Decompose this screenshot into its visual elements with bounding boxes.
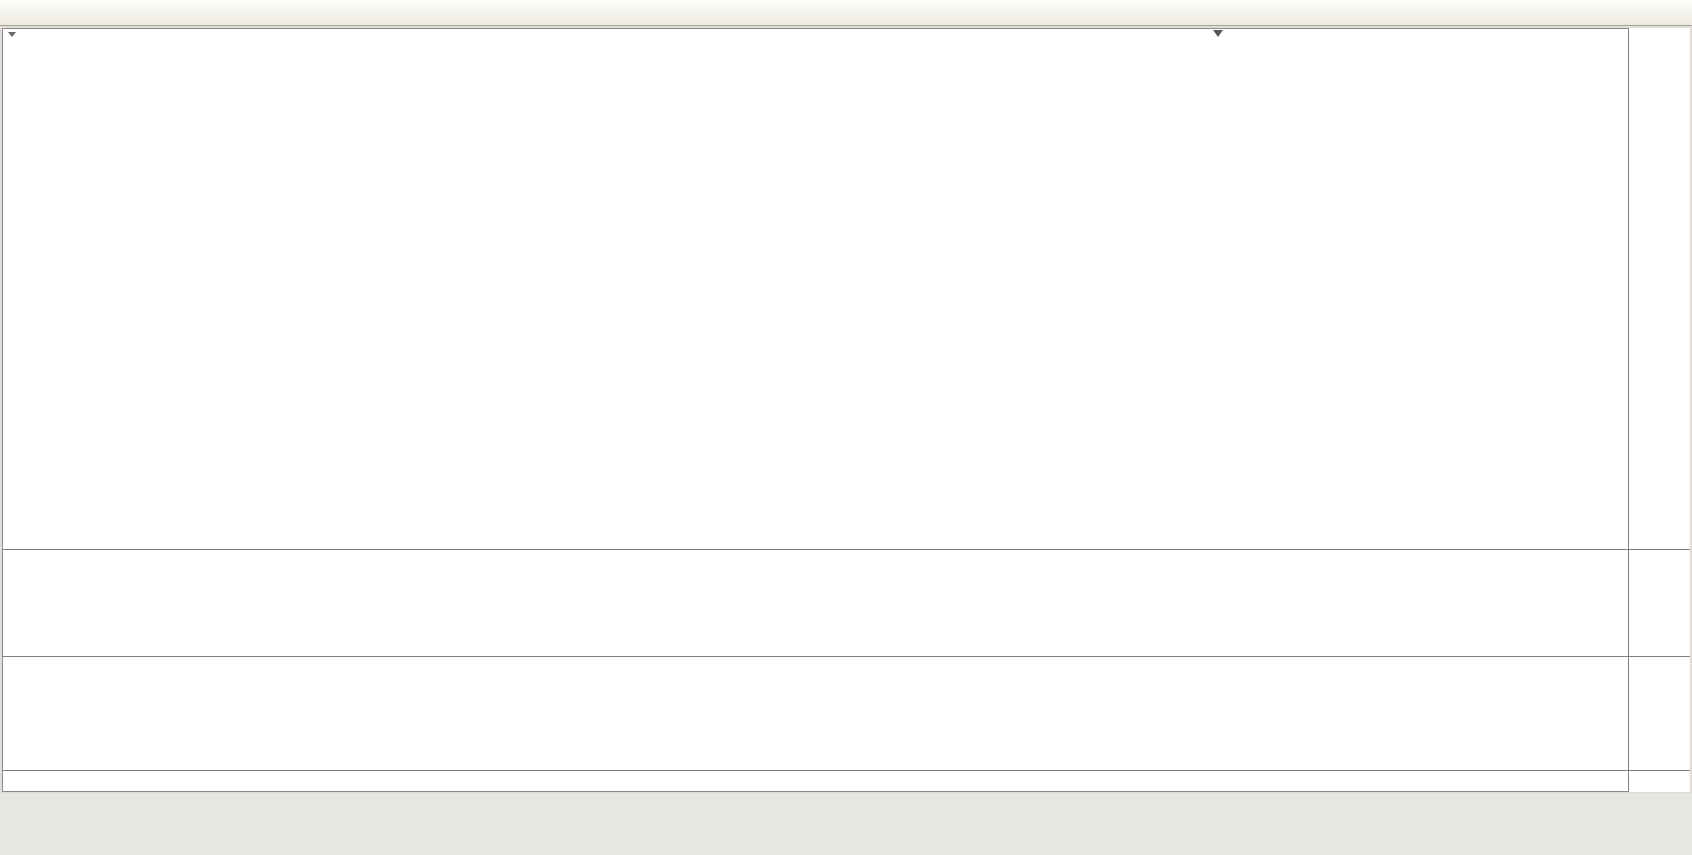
chart-title	[8, 32, 30, 37]
price-axis[interactable]	[1628, 28, 1690, 792]
macd-pane-divider[interactable]	[2, 549, 1690, 550]
time-axis[interactable]	[3, 771, 1627, 791]
rsi-pane-divider[interactable]	[2, 656, 1690, 657]
chart-menu-icon[interactable]	[8, 32, 16, 37]
toolbar	[0, 0, 1692, 26]
chart-shift-marker-icon[interactable]	[1213, 30, 1223, 37]
time-axis-divider	[2, 770, 1690, 771]
